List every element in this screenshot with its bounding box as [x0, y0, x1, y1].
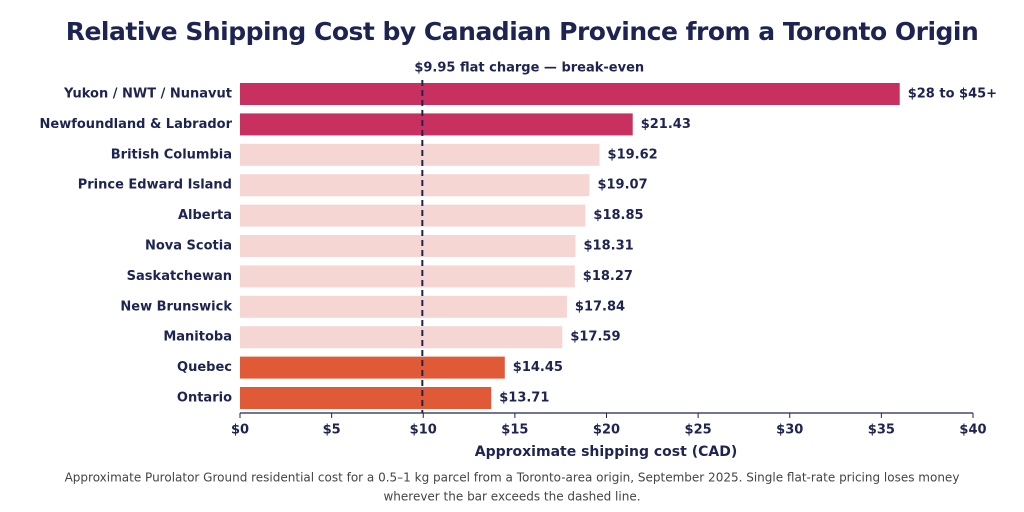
value-label: $13.71: [499, 391, 549, 406]
category-label: Alberta: [178, 208, 232, 223]
x-tick-label: $10: [410, 423, 437, 438]
caption: Approximate Purolator Ground residential…: [65, 471, 960, 485]
bar: [240, 326, 563, 349]
value-label: $14.45: [513, 360, 563, 375]
value-label: $17.59: [570, 330, 620, 345]
bar: [240, 83, 900, 105]
value-label: $18.27: [583, 269, 633, 284]
value-label: $17.84: [575, 299, 625, 314]
category-label: New Brunswick: [120, 299, 232, 314]
x-tick-label: $0: [231, 423, 249, 438]
bar: [240, 174, 590, 197]
reference-label: $9.95 flat charge — break-even: [414, 61, 644, 76]
category-label: British Columbia: [111, 147, 232, 162]
bar: [240, 113, 633, 136]
value-label: $18.31: [584, 239, 634, 254]
category-label: Manitoba: [163, 330, 232, 345]
value-label: $19.07: [597, 178, 647, 193]
bar: [240, 265, 575, 288]
bar: [240, 235, 576, 257]
category-label: Prince Edward Island: [78, 178, 232, 193]
category-label: Ontario: [177, 391, 232, 406]
value-label: $21.43: [641, 117, 691, 132]
bar: [240, 204, 586, 227]
category-label: Saskatchewan: [127, 269, 232, 284]
x-axis-label: Approximate shipping cost (CAD): [475, 444, 737, 460]
category-label: Yukon / NWT / Nunavut: [63, 87, 232, 102]
x-tick-label: $25: [685, 423, 712, 438]
value-label: $19.62: [608, 147, 658, 162]
category-label: Newfoundland & Labrador: [40, 117, 233, 132]
bar: [240, 295, 567, 318]
x-tick-label: $20: [593, 423, 620, 438]
x-tick-label: $5: [323, 423, 341, 438]
caption: wherever the bar exceeds the dashed line…: [383, 490, 640, 504]
chart-title: Relative Shipping Cost by Canadian Provi…: [66, 17, 979, 46]
value-label: $28 to $45+: [908, 87, 997, 102]
x-tick-label: $15: [501, 423, 528, 438]
x-tick-label: $40: [959, 423, 986, 438]
value-label: $18.85: [593, 208, 643, 223]
x-tick-label: $30: [776, 423, 803, 438]
x-tick-label: $35: [868, 423, 895, 438]
category-label: Quebec: [177, 360, 232, 375]
bar: [240, 356, 505, 379]
bar: [240, 143, 600, 166]
bar: [240, 387, 492, 409]
category-label: Nova Scotia: [145, 239, 232, 254]
